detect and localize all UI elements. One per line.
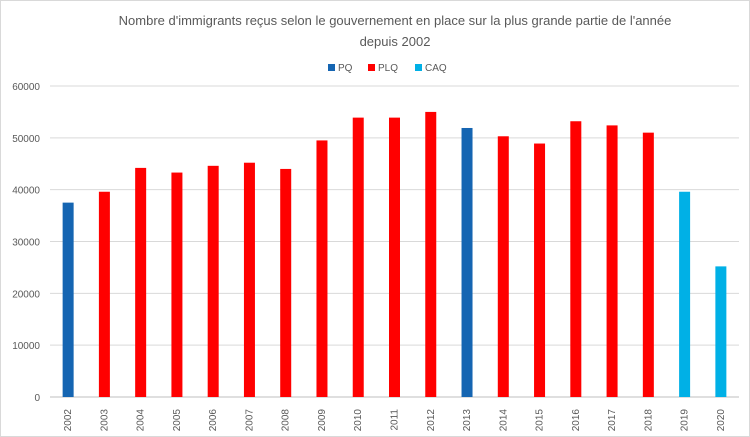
bars: 37500 39600 44200 43300 44600 45200 44000 49500… — [62, 111, 727, 398]
bar-2011: 53900 — [389, 117, 400, 397]
x-tick-label: 2009 — [317, 409, 328, 432]
x-tick-label: 2003 — [99, 409, 110, 432]
bar-2016: 53200 — [570, 121, 582, 397]
bar-2018: 51000 — [642, 132, 654, 397]
bar-2012: 55000 — [425, 111, 437, 398]
x-tick-label: 2011 — [390, 409, 401, 431]
bar-2013: 51900 — [461, 127, 473, 398]
x-tick-label: 2019 — [680, 409, 691, 432]
legend-item-plq: PLQ — [368, 63, 398, 74]
y-tick-label: 60000 — [12, 82, 40, 93]
x-tick-label: 2020 — [716, 409, 727, 432]
chart-title-line-2: depuis 2002 — [360, 34, 431, 49]
y-tick-label: 40000 — [12, 186, 40, 197]
x-tick-label: 2008 — [281, 409, 292, 432]
y-tick-label: 10000 — [12, 341, 40, 352]
x-tick-label: 2004 — [136, 409, 147, 432]
x-tick-label: 2017 — [607, 409, 618, 432]
bar-2019: 39600 — [679, 191, 691, 397]
x-tick-label: 2013 — [462, 409, 473, 432]
bar-2007: 45200 — [243, 162, 255, 397]
bar-2003: 39600 — [98, 191, 110, 397]
x-tick-label: 2007 — [244, 409, 255, 432]
legend-label: PLQ — [378, 63, 398, 74]
chart-title: Nombre d'immigrants reçus selon le gouve… — [119, 13, 672, 49]
x-tick-label: 2006 — [208, 409, 219, 432]
legend-swatch — [328, 64, 335, 71]
bar-2015: 48900 — [534, 143, 546, 397]
x-tick-label: 2015 — [535, 409, 546, 432]
legend-swatch — [415, 64, 422, 71]
y-tick-label: 20000 — [12, 289, 40, 300]
x-tick-label: 2010 — [353, 409, 364, 432]
bar-2017: 52400 — [606, 125, 618, 397]
x-tick-label: 2005 — [172, 409, 183, 432]
bar-2009: 49500 — [316, 140, 328, 398]
x-tick-label: 2014 — [498, 409, 509, 432]
x-tick-label: 2018 — [643, 409, 654, 432]
bar-2005: 43300 — [171, 172, 183, 397]
y-axis: 0 10000 20000 30000 40000 50000 60000 — [12, 82, 40, 404]
x-tick-label: 2016 — [571, 409, 582, 432]
bar-2020: 25200 — [715, 266, 727, 397]
y-tick-label: 30000 — [12, 238, 40, 249]
y-tick-label: 0 — [34, 393, 40, 404]
x-tick-label: 2012 — [426, 409, 437, 432]
bar-2010: 53900 — [352, 117, 364, 397]
bar-2002: 37500 — [62, 202, 74, 397]
legend-label: PQ — [338, 63, 353, 74]
legend-item-pq: PQ — [328, 63, 353, 74]
legend-item-caq: CAQ — [415, 63, 447, 74]
y-tick-label: 50000 — [12, 134, 40, 145]
legend-label: CAQ — [425, 63, 447, 74]
bar-2006: 44600 — [207, 165, 219, 397]
legend: PQ PLQ CAQ — [328, 63, 447, 74]
x-axis: 2002 2003 2004 2005 2006 2007 2008 2009 2010 2011… — [63, 409, 727, 432]
bar-2004: 44200 — [135, 167, 147, 397]
legend-swatch — [368, 64, 375, 71]
bar-2014: 50300 — [497, 136, 509, 398]
chart-title-line-1: Nombre d'immigrants reçus selon le gouve… — [119, 13, 672, 28]
x-tick-label: 2002 — [63, 409, 74, 432]
bar-2008: 44000 — [280, 168, 292, 397]
